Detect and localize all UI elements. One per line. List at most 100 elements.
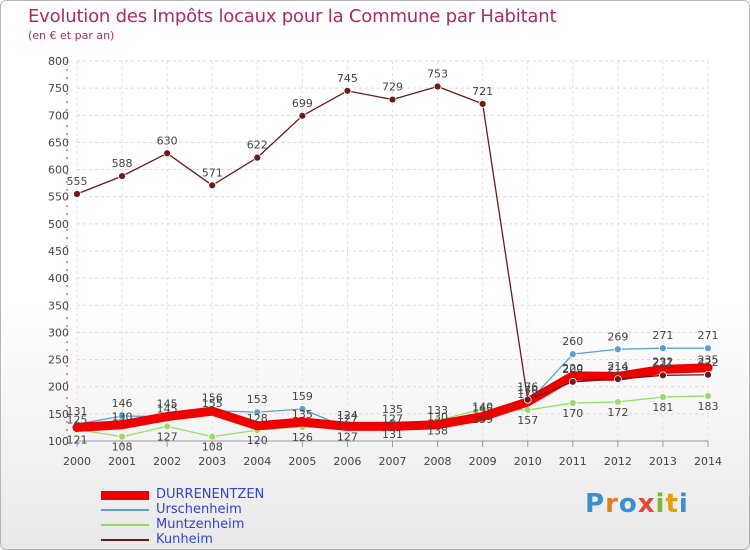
- x-tick-label: 2008: [424, 455, 452, 468]
- logo-letter: P: [585, 489, 606, 519]
- data-label-urschenheim: 271: [652, 329, 673, 342]
- data-label-muntzenheim: 120: [247, 434, 268, 447]
- y-tick-label: 600: [48, 164, 69, 177]
- data-point-kunheim: [73, 190, 81, 198]
- y-tick-label: 500: [48, 218, 69, 231]
- data-label-muntzenheim: 126: [292, 431, 313, 444]
- data-label-kunheim: 221: [652, 356, 673, 369]
- chart-title: Evolution des Impôts locaux pour la Comm…: [28, 6, 557, 27]
- data-point-muntzenheim: [163, 422, 172, 431]
- x-tick-label: 2013: [649, 455, 677, 468]
- data-label-urschenheim: 131: [67, 405, 88, 418]
- data-point-durrenentzen: [207, 406, 217, 416]
- data-point-durrenentzen: [117, 420, 127, 430]
- data-label-muntzenheim: 127: [157, 430, 178, 443]
- data-label-durrenentzen: 128: [247, 412, 268, 425]
- data-point-urschenheim: [568, 350, 577, 359]
- x-tick-label: 2009: [469, 455, 497, 468]
- data-point-kunheim: [298, 111, 307, 120]
- legend-label: Kunheim: [156, 532, 213, 547]
- data-point-muntzenheim: [118, 432, 126, 441]
- data-point-urschenheim: [613, 345, 622, 354]
- data-label-muntzenheim: 183: [698, 400, 719, 413]
- data-point-durrenentzen: [433, 420, 442, 430]
- data-label-durrenentzen: 130: [427, 411, 448, 424]
- data-point-kunheim: [704, 370, 712, 379]
- legend-swatch: [101, 524, 149, 526]
- data-label-kunheim: 630: [157, 134, 178, 147]
- data-label-muntzenheim: 131: [382, 428, 403, 441]
- data-point-urschenheim: [298, 405, 307, 413]
- y-tick-label: 550: [48, 191, 69, 204]
- data-point-kunheim: [433, 82, 442, 91]
- data-label-urschenheim: 135: [382, 403, 403, 416]
- data-point-kunheim: [163, 149, 172, 158]
- x-tick-label: 2001: [108, 455, 136, 468]
- data-point-kunheim: [253, 153, 262, 162]
- data-label-kunheim: 571: [202, 166, 223, 179]
- data-label-durrenentzen: 172: [517, 388, 538, 401]
- legend-swatch: [101, 509, 149, 511]
- data-label-kunheim: 214: [607, 360, 628, 373]
- x-tick-label: 2011: [559, 455, 587, 468]
- data-label-durrenentzen: 145: [157, 403, 178, 416]
- data-label-muntzenheim: 121: [67, 434, 88, 447]
- data-label-durrenentzen: 235: [698, 354, 719, 367]
- data-label-urschenheim: 170: [517, 384, 538, 397]
- data-label-muntzenheim: 172: [607, 406, 628, 419]
- data-point-durrenentzen: [343, 421, 352, 431]
- logo-letter: t: [665, 489, 679, 519]
- y-tick-label: 750: [48, 82, 69, 95]
- data-point-durrenentzen: [162, 412, 172, 421]
- data-label-durrenentzen: 127: [382, 412, 403, 425]
- data-label-urschenheim: 140: [472, 400, 493, 413]
- data-point-muntzenheim: [613, 398, 622, 406]
- data-point-kunheim: [613, 375, 622, 384]
- data-point-kunheim: [523, 395, 532, 404]
- data-point-kunheim: [208, 181, 217, 190]
- data-label-durrenentzen: 220: [562, 362, 583, 375]
- data-label-kunheim: 622: [247, 139, 268, 152]
- data-point-muntzenheim: [568, 399, 577, 407]
- x-tick-label: 2005: [288, 455, 316, 468]
- data-label-urschenheim: 156: [202, 392, 223, 405]
- data-point-kunheim: [118, 172, 126, 180]
- y-tick-label: 300: [48, 326, 69, 339]
- y-tick-label: 400: [48, 272, 69, 285]
- data-label-urschenheim: 269: [607, 330, 628, 343]
- x-tick-label: 2000: [63, 455, 91, 468]
- legend-swatch: [101, 491, 149, 500]
- data-label-urschenheim: 159: [292, 390, 313, 403]
- proxiti-logo: Proxiti: [585, 489, 689, 519]
- data-label-muntzenheim: 157: [517, 414, 538, 427]
- data-label-kunheim: 721: [472, 85, 493, 98]
- data-label-muntzenheim: 127: [337, 430, 358, 443]
- data-label-urschenheim: 146: [112, 397, 133, 410]
- data-label-urschenheim: 153: [247, 393, 268, 406]
- y-tick-label: 800: [48, 55, 69, 68]
- data-point-kunheim: [568, 377, 577, 386]
- logo-letter: i: [678, 489, 689, 519]
- data-label-urschenheim: 260: [562, 335, 583, 348]
- data-point-urschenheim: [253, 408, 262, 417]
- logo-letter: r: [605, 489, 619, 519]
- data-label-durrenentzen: 125: [67, 413, 88, 426]
- data-label-muntzenheim: 181: [652, 401, 673, 414]
- y-tick-label: 100: [48, 435, 69, 448]
- data-point-muntzenheim: [208, 432, 217, 441]
- data-label-urschenheim: 145: [157, 398, 178, 411]
- data-point-kunheim: [659, 371, 667, 380]
- data-label-durrenentzen: 145: [472, 403, 493, 416]
- x-tick-label: 2012: [604, 455, 632, 468]
- data-label-muntzenheim: 170: [562, 407, 583, 420]
- data-label-durrenentzen: 135: [292, 408, 313, 421]
- x-tick-label: 2010: [514, 455, 542, 468]
- x-tick-label: 2002: [153, 455, 181, 468]
- data-label-kunheim: 222: [698, 356, 719, 369]
- data-point-muntzenheim: [659, 393, 667, 401]
- data-point-urschenheim: [118, 412, 126, 420]
- y-tick-label: 450: [48, 245, 69, 258]
- legend-label: DURRENENTZEN: [156, 487, 265, 502]
